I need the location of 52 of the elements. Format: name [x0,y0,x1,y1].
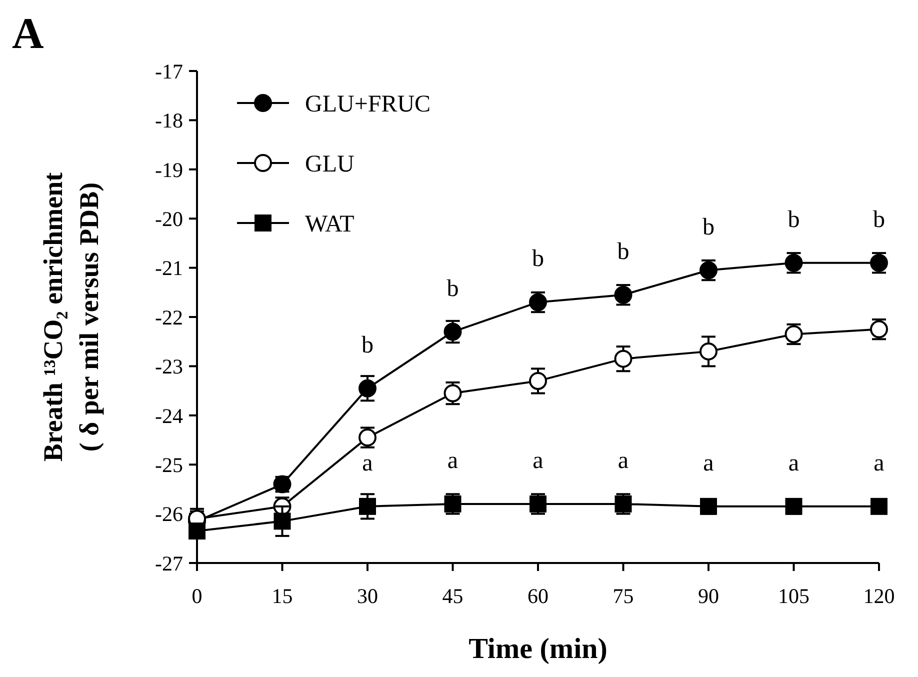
x-tick-label: 45 [442,584,464,608]
x-tick-label: 90 [698,584,719,608]
point [188,522,206,540]
x-tick-label: 75 [612,584,634,608]
x-axis-title: Time (min) [468,633,608,665]
x-tick-label: 30 [357,584,378,608]
point [700,342,718,360]
point [444,384,462,402]
y-tick-label: -27 [155,551,183,576]
point [358,379,376,398]
annotation: b [617,238,630,265]
point [274,512,291,530]
x-tick-label: 60 [528,584,548,608]
y-axis-title: Breath ¹³CO₂ enrichment ( δ per mil versus PDB) [38,172,104,462]
annotation: a [874,450,885,476]
point [870,498,888,515]
x-tick-label: 0 [192,584,202,608]
annotation: a [532,448,544,474]
x-tick-label: 105 [778,584,810,608]
legend-label: GLU [305,151,354,178]
annotation: a [703,450,714,476]
point [359,498,376,515]
point [785,498,802,515]
legend-label: GLU+FRUC [305,91,431,118]
annotation: a [618,448,629,474]
y-tick-label: -20 [155,206,183,231]
y-tick-label: -23 [155,354,183,379]
legend-label: WAT [305,211,355,238]
annotation: b [788,206,800,233]
annotation: b [532,246,544,272]
annotation: b [362,332,374,358]
x-tick-label: 15 [272,584,293,608]
point [700,498,717,515]
y-tick-label: -25 [155,452,183,477]
annotation: a [447,448,458,474]
annotation: a [788,450,800,476]
x-tick-label: 120 [863,584,895,608]
point [529,372,547,390]
y-tick-label: -21 [155,256,183,280]
y-tick-label: -26 [155,502,183,526]
y-tick-label: -18 [155,108,183,133]
point [614,350,632,368]
y-tick-label: -22 [155,305,183,330]
y-tick-label: -17 [155,59,183,84]
chart-title: A [12,9,44,58]
annotation: b [446,276,459,302]
annotation: b [873,206,885,233]
annotation: b [702,214,714,240]
y-tick-label: -24 [155,404,184,428]
y-tick-label: -19 [155,158,183,182]
point [444,322,462,341]
annotation: a [362,450,374,476]
